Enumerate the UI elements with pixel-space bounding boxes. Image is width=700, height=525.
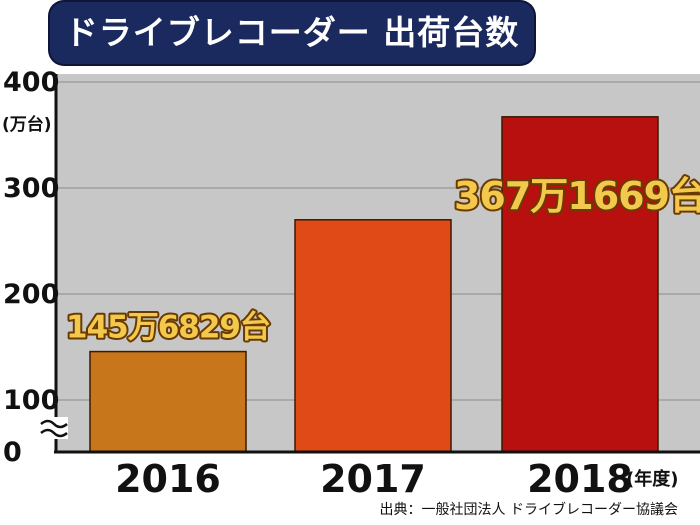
- y-tick-label-400: 400: [3, 67, 59, 98]
- bars: [89, 116, 659, 453]
- x-tick-label-2018: 2018: [527, 457, 633, 501]
- y-tick-label-300: 300: [3, 173, 59, 204]
- y-tick-labels: 0 100 200 300 400: [3, 67, 59, 468]
- chart-title: ドライブレコーダー 出荷台数: [64, 13, 520, 52]
- y-tick-label-200: 200: [3, 279, 59, 310]
- x-tick-label-2016: 2016: [115, 457, 221, 501]
- axis-break-icon: [40, 417, 68, 439]
- x-tick-label-2017: 2017: [320, 457, 426, 501]
- source-note: 出典：一般社団法人 ドライブレコーダー協議会: [379, 502, 678, 518]
- bar-2016: [89, 350, 247, 453]
- y-unit-label: (万台): [2, 114, 52, 135]
- bar-2017: [294, 219, 452, 453]
- data-labels: 145万6829台 367万1669台: [64, 172, 700, 348]
- y-tick-label-100: 100: [3, 385, 59, 416]
- data-label-2018: 367万1669台: [454, 174, 700, 218]
- y-tick-label-0: 0: [3, 437, 22, 468]
- title-banner: [50, 2, 534, 64]
- x-tick-labels: 2016 2017 2018: [115, 457, 633, 501]
- x-unit-label: (年度): [626, 468, 678, 490]
- bar-2018: [501, 116, 659, 453]
- data-label-2016: 145万6829台: [66, 310, 270, 346]
